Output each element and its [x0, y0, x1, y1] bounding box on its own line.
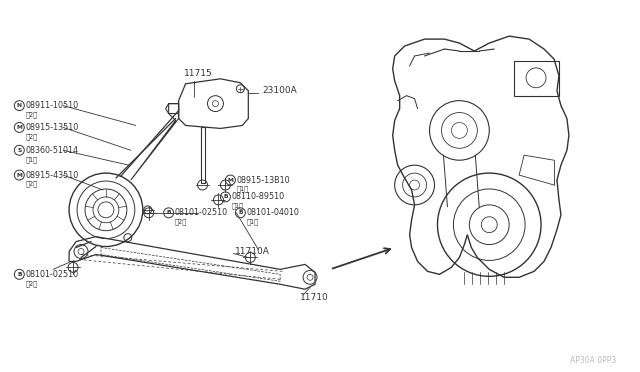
Text: B: B: [223, 195, 228, 199]
Text: 08915-13510: 08915-13510: [26, 123, 79, 132]
Text: 08110-89510: 08110-89510: [232, 192, 285, 201]
Text: 〈1〉: 〈1〉: [232, 202, 243, 209]
Text: 08915-43510: 08915-43510: [26, 171, 79, 180]
Text: 〈2〉: 〈2〉: [26, 111, 38, 118]
Text: 11710A: 11710A: [236, 247, 270, 256]
Text: S: S: [17, 148, 21, 153]
Text: 〈1〉: 〈1〉: [236, 186, 248, 192]
Text: B: B: [166, 210, 171, 215]
Text: 23100A: 23100A: [262, 86, 297, 95]
Text: 〈2〉: 〈2〉: [26, 181, 38, 187]
Text: 〈1〉: 〈1〉: [26, 156, 37, 163]
Text: 〈1〉: 〈1〉: [246, 218, 259, 225]
Text: 〈2〉: 〈2〉: [26, 133, 38, 140]
Text: 〈2〉: 〈2〉: [26, 280, 38, 286]
Text: AP30A 0PP3: AP30A 0PP3: [570, 356, 617, 365]
Text: 08360-51014: 08360-51014: [26, 146, 78, 155]
Text: 08101-02510: 08101-02510: [26, 270, 79, 279]
Text: M: M: [227, 177, 234, 183]
Text: B: B: [238, 210, 243, 215]
Text: 08101-04010: 08101-04010: [246, 208, 299, 217]
Text: 08101-02510: 08101-02510: [175, 208, 228, 217]
Text: M: M: [17, 125, 22, 130]
Text: 11710: 11710: [300, 293, 329, 302]
Text: 08915-13B10: 08915-13B10: [236, 176, 290, 185]
Text: 08911-10510: 08911-10510: [26, 101, 79, 110]
Text: B: B: [17, 272, 22, 277]
Text: 11715: 11715: [184, 69, 212, 78]
Text: N: N: [17, 103, 22, 108]
Bar: [514, 61, 559, 96]
Text: M: M: [17, 173, 22, 177]
Text: 〈2〉: 〈2〉: [175, 218, 187, 225]
